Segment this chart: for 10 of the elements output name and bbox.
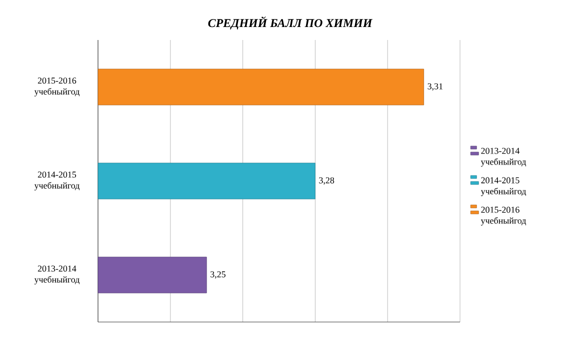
y-tick-label: 2014-2015 учебныйгод [34,172,80,190]
legend-label: 2015-2016 учебныйгод [480,206,526,226]
y-tick-label: 2015-2016 учебныйгод [34,78,80,96]
chart-title: СРЕДНИЙ БАЛЛ ПО ХИМИИ [208,16,372,30]
legend-label: 2014-2015 учебныйгод [480,177,526,196]
data-label: 3,28 [319,177,334,185]
y-tick-label: 2013-2014 учебныйгод [34,266,80,284]
data-label: 3,31 [428,83,442,91]
data-label: 3,25 [210,271,226,279]
legend-label: 2013-2014 учебныйгод [480,148,526,167]
